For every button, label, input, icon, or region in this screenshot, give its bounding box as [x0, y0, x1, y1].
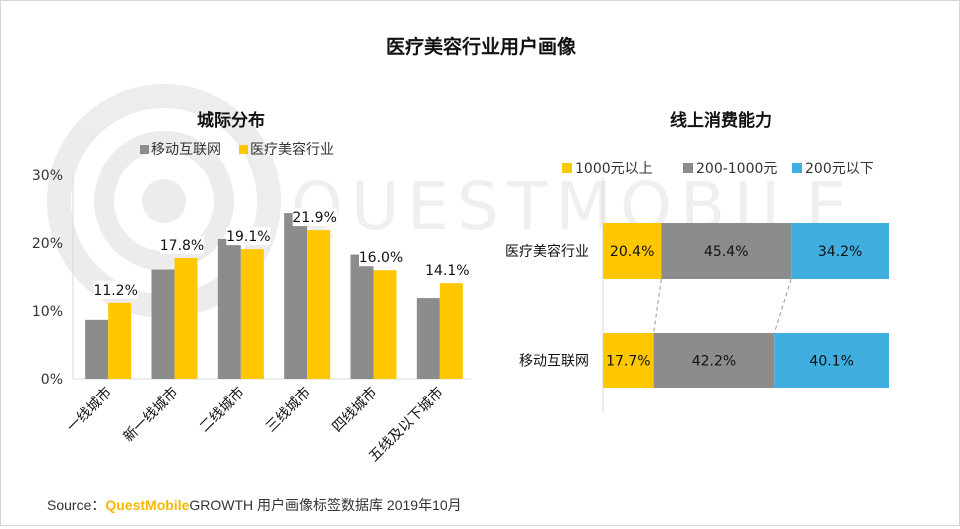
legend-label-mobile-internet: 移动互联网 [151, 142, 221, 158]
category-label: 移动互联网 [519, 354, 589, 370]
stacked-segment [603, 223, 662, 279]
segment-label: 17.7% [606, 354, 650, 370]
x-tick-label: 一线城市 [63, 384, 115, 436]
bar-mobile-internet [284, 213, 308, 379]
source-note: Source：QuestMobileGROWTH 用户画像标签数据库 2019年… [47, 495, 462, 515]
data-label-bg [292, 208, 337, 227]
data-label-bg [93, 280, 138, 299]
source-prefix: Source： [47, 497, 106, 513]
source-brand: QuestMobile [105, 497, 190, 513]
bar-mobile-internet [85, 319, 109, 379]
legend-swatch-mobile-internet [140, 145, 149, 154]
spend-chart-legend: 1000元以上 200-1000元 200元以下 [562, 161, 874, 177]
stacked-segment [603, 333, 654, 388]
segment-label: 20.4% [610, 244, 654, 260]
bar-medical-beauty [174, 257, 198, 379]
bar-mobile-internet [416, 298, 440, 379]
y-tick-label: 0% [41, 372, 63, 388]
x-tick-label: 新一线城市 [120, 384, 182, 446]
legend-swatch [792, 163, 802, 173]
city-chart-legend: 移动互联网 医疗美容行业 [140, 141, 334, 158]
bar-medical-beauty [240, 249, 264, 379]
y-tick-label: 20% [32, 236, 63, 252]
segment-label: 45.4% [704, 244, 748, 260]
data-label: 17.8% [160, 238, 204, 254]
y-tick-label: 10% [32, 304, 63, 320]
bar-mobile-internet [151, 269, 175, 379]
data-label-bg [160, 235, 204, 254]
city-chart-bars: 11.2% 17.8% 19.1% 21.9% 16.0% 14.1% [85, 208, 470, 379]
data-label: 14.1% [425, 263, 469, 279]
legend-label: 200-1000元 [696, 161, 777, 177]
x-tick-label: 三线城市 [262, 384, 314, 436]
data-label: 21.9% [292, 210, 336, 226]
data-label-bg [425, 261, 470, 280]
data-label-bg [226, 227, 271, 246]
segment-label: 40.1% [809, 354, 853, 370]
bar-medical-beauty [307, 230, 331, 379]
page-title: 医疗美容行业用户画像 [386, 35, 577, 58]
data-label: 19.1% [226, 229, 270, 245]
bar-medical-beauty [439, 283, 463, 379]
city-chart-title: 城际分布 [197, 110, 265, 131]
bar-medical-beauty [373, 270, 397, 379]
category-label: 医疗美容行业 [505, 243, 589, 260]
connector-line [773, 278, 792, 334]
data-label-bg [359, 248, 403, 267]
legend-label: 1000元以上 [575, 161, 653, 177]
spend-chart-bars: 20.4% 45.4% 34.2% 医疗美容行业 17.7% 42.2% 40.1% 移动互联… [505, 223, 889, 388]
y-tick-label: 30% [32, 168, 63, 184]
legend-label: 200元以下 [805, 161, 874, 177]
stacked-segment [791, 223, 889, 279]
segment-label: 34.2% [818, 244, 862, 260]
legend-swatch-medical-beauty [239, 145, 248, 154]
data-label: 16.0% [359, 250, 403, 266]
data-label: 11.2% [93, 283, 137, 299]
stacked-segment [661, 223, 792, 279]
bar-mobile-internet [350, 254, 374, 379]
legend-swatch [562, 163, 572, 173]
city-chart-y-axis: 0% 10% 20% 30% [32, 168, 471, 388]
legend-label-medical-beauty: 医疗美容行业 [250, 141, 334, 158]
source-text: GROWTH 用户画像标签数据库 2019年10月 [189, 497, 462, 513]
bar-mobile-internet [217, 238, 241, 379]
segment-label: 42.2% [692, 354, 736, 370]
x-tick-label: 二线城市 [196, 384, 248, 436]
connector-line [653, 278, 662, 334]
bar-medical-beauty [108, 302, 132, 379]
stacked-segment [774, 333, 889, 388]
spend-chart-title: 线上消费能力 [670, 110, 772, 131]
legend-swatch [683, 163, 693, 173]
x-tick-label: 四线城市 [329, 384, 381, 436]
stacked-segment [653, 333, 775, 388]
